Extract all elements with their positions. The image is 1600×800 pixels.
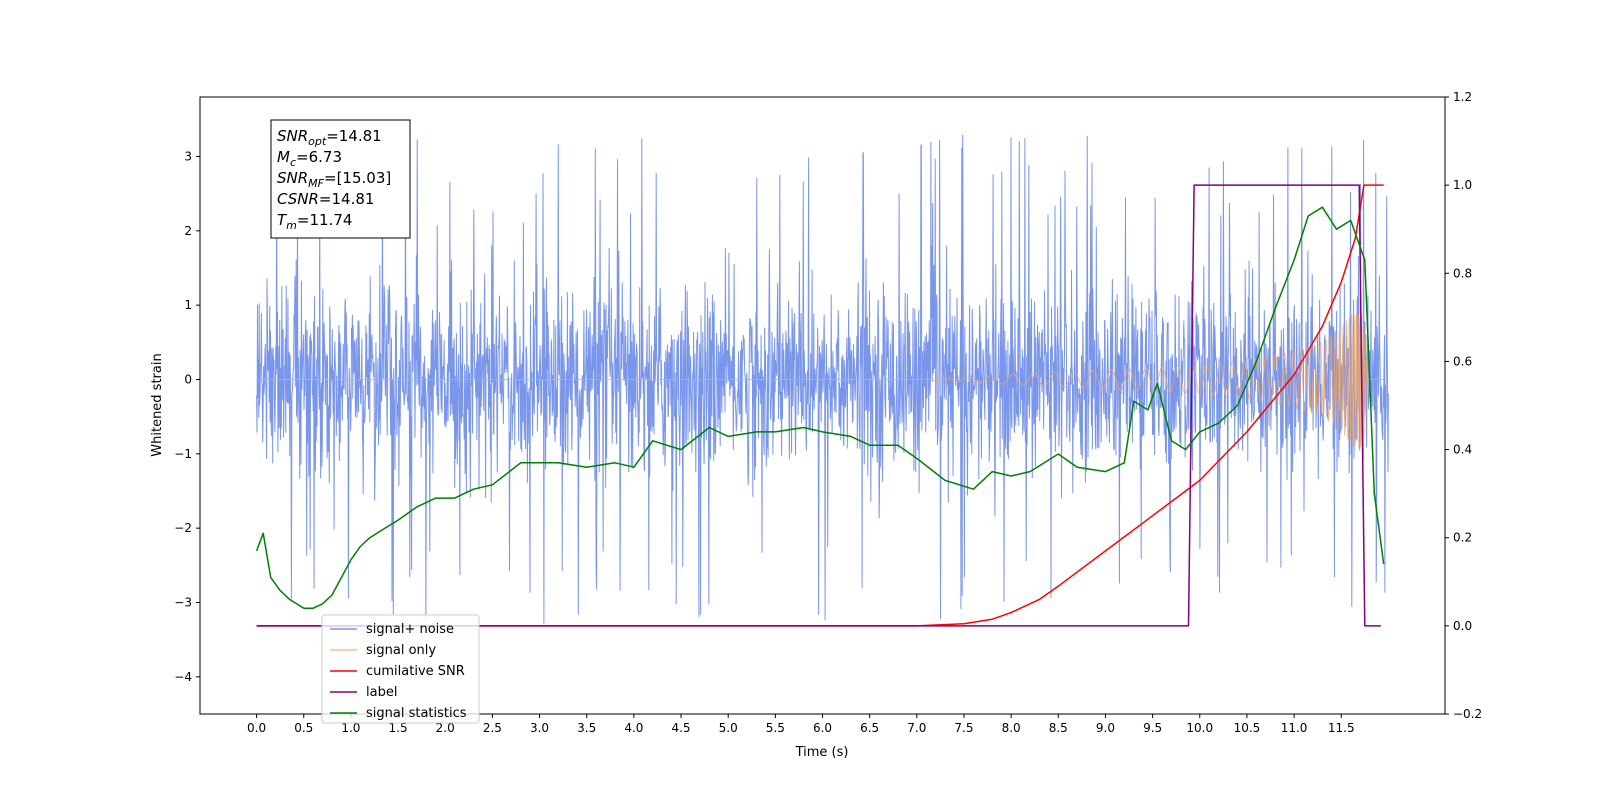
series-label bbox=[256, 184, 1381, 627]
legend-entry: label bbox=[366, 685, 397, 700]
x-tick-label: 8.5 bbox=[1049, 721, 1068, 735]
y-left-tick-label: 1 bbox=[184, 298, 192, 312]
x-tick-label: 3.5 bbox=[577, 721, 596, 735]
x-tick-label: 0.0 bbox=[247, 721, 266, 735]
x-tick-label: 4.0 bbox=[624, 721, 643, 735]
x-tick-label: 9.0 bbox=[1096, 721, 1115, 735]
y-left-tick-label: −1 bbox=[174, 447, 192, 461]
plot-content bbox=[255, 134, 1389, 627]
y-left-tick-label: 3 bbox=[184, 149, 192, 163]
x-tick-label: 10.0 bbox=[1186, 721, 1213, 735]
x-tick-label: 10.5 bbox=[1234, 721, 1261, 735]
x-tick-label: 11.5 bbox=[1328, 721, 1355, 735]
x-tick-label: 1.5 bbox=[389, 721, 408, 735]
x-tick-label: 5.0 bbox=[719, 721, 738, 735]
x-tick-label: 5.5 bbox=[766, 721, 785, 735]
series-cumulative-snr bbox=[256, 184, 1384, 627]
y-left-tick-label: −2 bbox=[174, 521, 192, 535]
legend-entry: signal+ noise bbox=[366, 622, 454, 637]
x-tick-label: 0.5 bbox=[294, 721, 313, 735]
y-axis-label-left: Whitened strain bbox=[150, 353, 165, 456]
x-axis: 0.0 0.5 1.0 1.5 2.0 2.5 3.0 3.5 4.0 4.5 5.0 5.5 6.0 6… bbox=[247, 714, 1355, 735]
y-axis-right: 1.2 1.0 0.8 0.6 0.4 0.2 0.0 −0.2 bbox=[1445, 90, 1482, 721]
x-axis-label: Time (s) bbox=[795, 745, 849, 760]
y-right-tick-label: −0.2 bbox=[1453, 707, 1482, 721]
series-signal-noise bbox=[256, 134, 1389, 624]
annotation-line: SNRMF=[15.03] bbox=[277, 169, 391, 190]
y-right-tick-label: 1.2 bbox=[1453, 90, 1472, 104]
y-right-tick-label: 0.4 bbox=[1453, 443, 1472, 457]
legend: signal+ noise signal only cumilative SNR la… bbox=[321, 614, 480, 724]
y-right-tick-label: 0.6 bbox=[1453, 354, 1472, 368]
x-tick-label: 2.5 bbox=[483, 721, 502, 735]
annotation-line: SNRopt=14.81 bbox=[277, 127, 382, 148]
x-tick-label: 11.0 bbox=[1281, 721, 1308, 735]
x-tick-label: 4.5 bbox=[671, 721, 690, 735]
x-tick-label: 6.5 bbox=[860, 721, 879, 735]
x-tick-label: 7.0 bbox=[907, 721, 926, 735]
legend-entry: signal statistics bbox=[366, 706, 467, 721]
y-left-tick-label: 2 bbox=[184, 224, 192, 238]
x-tick-label: 7.5 bbox=[954, 721, 973, 735]
y-left-tick-label: −4 bbox=[174, 670, 192, 684]
y-left-tick-label: 0 bbox=[184, 372, 192, 386]
y-axis-left: 3 2 1 0 −1 −2 −3 −4 bbox=[174, 149, 200, 684]
x-tick-label: 2.0 bbox=[436, 721, 455, 735]
y-right-tick-label: 0.0 bbox=[1453, 619, 1472, 633]
x-tick-label: 3.0 bbox=[530, 721, 549, 735]
legend-entry: signal only bbox=[366, 643, 436, 658]
annotation-line: CSNR=14.81 bbox=[277, 190, 374, 208]
legend-entry: cumilative SNR bbox=[366, 664, 465, 679]
y-right-tick-label: 1.0 bbox=[1453, 178, 1472, 192]
annotation-box: SNRopt=14.81Mc=6.73SNRMF=[15.03]CSNR=14.… bbox=[270, 119, 411, 239]
y-left-tick-label: −3 bbox=[174, 595, 192, 609]
y-right-tick-label: 0.2 bbox=[1453, 531, 1472, 545]
x-tick-label: 1.0 bbox=[341, 721, 360, 735]
x-tick-label: 8.0 bbox=[1002, 721, 1021, 735]
y-right-tick-label: 0.8 bbox=[1453, 266, 1472, 280]
x-tick-label: 9.5 bbox=[1143, 721, 1162, 735]
annotation-line: Tm=11.74 bbox=[277, 211, 352, 232]
annotation-line: Mc=6.73 bbox=[277, 148, 342, 169]
series-signal-only bbox=[256, 312, 1384, 449]
series-signal-statistics bbox=[255, 206, 1385, 609]
x-tick-label: 6.0 bbox=[813, 721, 832, 735]
